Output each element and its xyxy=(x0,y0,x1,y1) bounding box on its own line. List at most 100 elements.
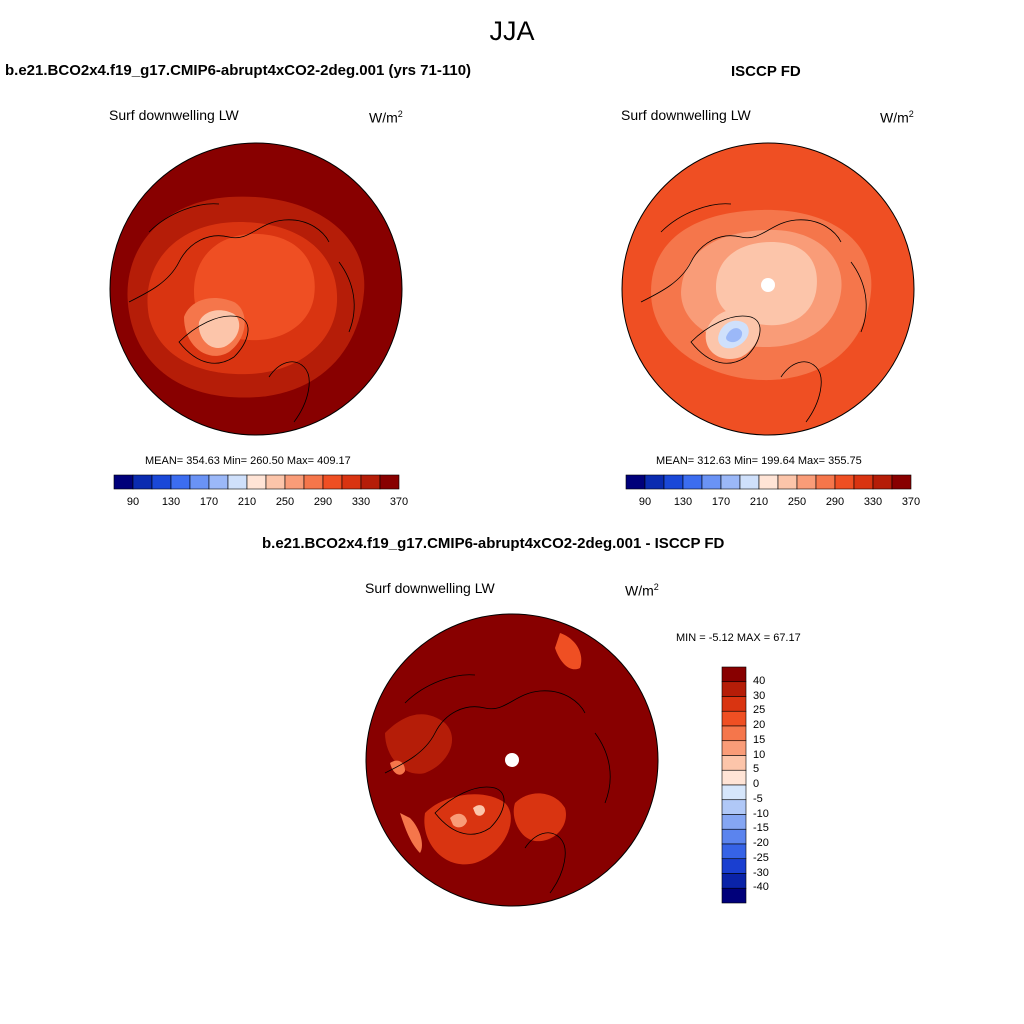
obs-colorbar-tick-label: 90 xyxy=(638,496,652,508)
diff-colorbar-box xyxy=(721,740,747,756)
obs-colorbar-box xyxy=(701,474,722,490)
model-colorbar-box xyxy=(170,474,191,490)
model-polar-map xyxy=(109,142,403,436)
figure-title: JJA xyxy=(489,16,535,46)
diff-colorbar-tick-label: 30 xyxy=(753,689,766,702)
obs-colorbar-box xyxy=(815,474,836,490)
model-colorbar-tick-label: 90 xyxy=(126,496,140,508)
diff-field-patch-5 xyxy=(400,813,422,853)
model-colorbar xyxy=(113,474,400,490)
model-colorbar-box xyxy=(246,474,267,490)
diff-colorbar-tick-label: -30 xyxy=(753,866,769,879)
diff-colorbar-box xyxy=(721,710,747,727)
obs-missing-pole xyxy=(761,278,775,292)
diff-colorbar-tick-label: 5 xyxy=(753,763,760,776)
diff-colorbar-box xyxy=(721,843,747,860)
model-colorbar-box xyxy=(208,474,229,490)
model-units-label: W/m2 xyxy=(369,109,403,126)
model-colorbar-tick-label: 250 xyxy=(275,496,295,508)
diff-colorbar-tick-label: -25 xyxy=(753,851,769,864)
model-colorbar-box xyxy=(379,474,400,490)
model-colorbar-box xyxy=(265,474,286,490)
obs-colorbar-tick-label: 370 xyxy=(901,496,921,508)
diff-colorbar-box xyxy=(721,858,747,874)
diff-colorbar-box xyxy=(721,814,747,830)
model-colorbar-box xyxy=(322,474,343,490)
obs-units-label: W/m2 xyxy=(880,109,914,126)
diff-polar-map xyxy=(365,613,659,907)
obs-colorbar-box xyxy=(777,474,798,490)
obs-colorbar-box xyxy=(853,474,874,490)
diff-field-patch-1 xyxy=(385,714,453,774)
diff-stats: MIN = -5.12 MAX = 67.17 xyxy=(676,632,801,644)
diff-colorbar-tick-label: 0 xyxy=(753,778,760,790)
obs-colorbar xyxy=(625,474,912,490)
model-colorbar-box xyxy=(189,474,210,490)
diff-coastlines xyxy=(384,674,611,894)
obs-colorbar-tick-label: 250 xyxy=(787,496,807,508)
diff-units-label: W/m2 xyxy=(625,582,659,599)
model-colorbar-box xyxy=(284,474,305,490)
model-colorbar-box xyxy=(360,474,381,490)
obs-colorbar-box xyxy=(834,474,855,490)
diff-colorbar-tick-label: 25 xyxy=(753,704,766,717)
model-colorbar-tick-label: 170 xyxy=(199,496,219,508)
model-colorbar-box xyxy=(113,474,134,490)
diff-colorbar-tick-label: -15 xyxy=(753,822,769,835)
model-colorbar-box xyxy=(132,474,153,490)
diff-colorbar-tick-label: 15 xyxy=(753,733,766,746)
diff-colorbar-box xyxy=(721,666,747,683)
model-colorbar-box xyxy=(151,474,172,490)
obs-colorbar-box xyxy=(663,474,684,490)
diff-colorbar-box xyxy=(721,873,747,889)
obs-colorbar-tick-label: 130 xyxy=(673,496,693,508)
diff-panel-title: b.e21.BCO2x4.f19_g17.CMIP6-abrupt4xCO2-2… xyxy=(262,535,725,552)
obs-coastlines xyxy=(640,203,867,423)
diff-colorbar-box xyxy=(721,769,747,786)
obs-colorbar-box xyxy=(739,474,760,490)
model-colorbar-box xyxy=(303,474,324,490)
obs-colorbar-box xyxy=(872,474,893,490)
obs-colorbar-tick-label: 210 xyxy=(749,496,769,508)
diff-colorbar-box xyxy=(721,799,747,815)
model-coastlines xyxy=(128,203,355,423)
obs-colorbar-box xyxy=(720,474,741,490)
diff-colorbar-box xyxy=(721,681,747,697)
model-colorbar-tick-label: 210 xyxy=(237,496,257,508)
obs-colorbar-box xyxy=(758,474,779,490)
diff-field-patch-6 xyxy=(450,813,467,828)
diff-colorbar-box xyxy=(721,887,747,904)
model-colorbar-tick-label: 290 xyxy=(313,496,333,508)
obs-colorbar-tick-label: 290 xyxy=(825,496,845,508)
diff-field-patch-7 xyxy=(473,805,485,816)
diff-colorbar-box xyxy=(721,755,747,771)
obs-colorbar-box xyxy=(891,474,912,490)
model-variable-label: Surf downwelling LW xyxy=(109,107,239,123)
obs-colorbar-box xyxy=(682,474,703,490)
model-field-greenland xyxy=(198,310,240,348)
diff-colorbar-box xyxy=(721,784,747,801)
diff-field-patch-4 xyxy=(555,633,582,670)
diff-colorbar-box xyxy=(721,696,747,712)
model-panel-title: b.e21.BCO2x4.f19_g17.CMIP6-abrupt4xCO2-2… xyxy=(5,62,472,79)
obs-colorbar-tick-label: 170 xyxy=(711,496,731,508)
model-colorbar-tick-label: 370 xyxy=(389,496,409,508)
model-colorbar-box xyxy=(341,474,362,490)
model-colorbar-tick-label: 130 xyxy=(161,496,181,508)
model-colorbar-tick-label: 330 xyxy=(351,496,371,508)
diff-colorbar-tick-label: 10 xyxy=(753,748,766,761)
diff-missing-pole xyxy=(505,753,519,767)
obs-colorbar-box xyxy=(796,474,817,490)
model-colorbar-box xyxy=(227,474,248,490)
diff-colorbar xyxy=(721,666,747,904)
model-stats: MEAN= 354.63 Min= 260.50 Max= 409.17 xyxy=(145,455,351,467)
obs-variable-label: Surf downwelling LW xyxy=(621,107,751,123)
diff-colorbar-tick-label: -20 xyxy=(753,837,769,849)
obs-stats: MEAN= 312.63 Min= 199.64 Max= 355.75 xyxy=(656,455,862,467)
diff-field-patch-2 xyxy=(424,794,511,865)
diff-colorbar-box xyxy=(721,828,747,845)
diff-colorbar-tick-label: -40 xyxy=(753,881,769,894)
diff-colorbar-box xyxy=(721,725,747,742)
obs-polar-map xyxy=(621,142,915,436)
obs-colorbar-tick-label: 330 xyxy=(863,496,883,508)
